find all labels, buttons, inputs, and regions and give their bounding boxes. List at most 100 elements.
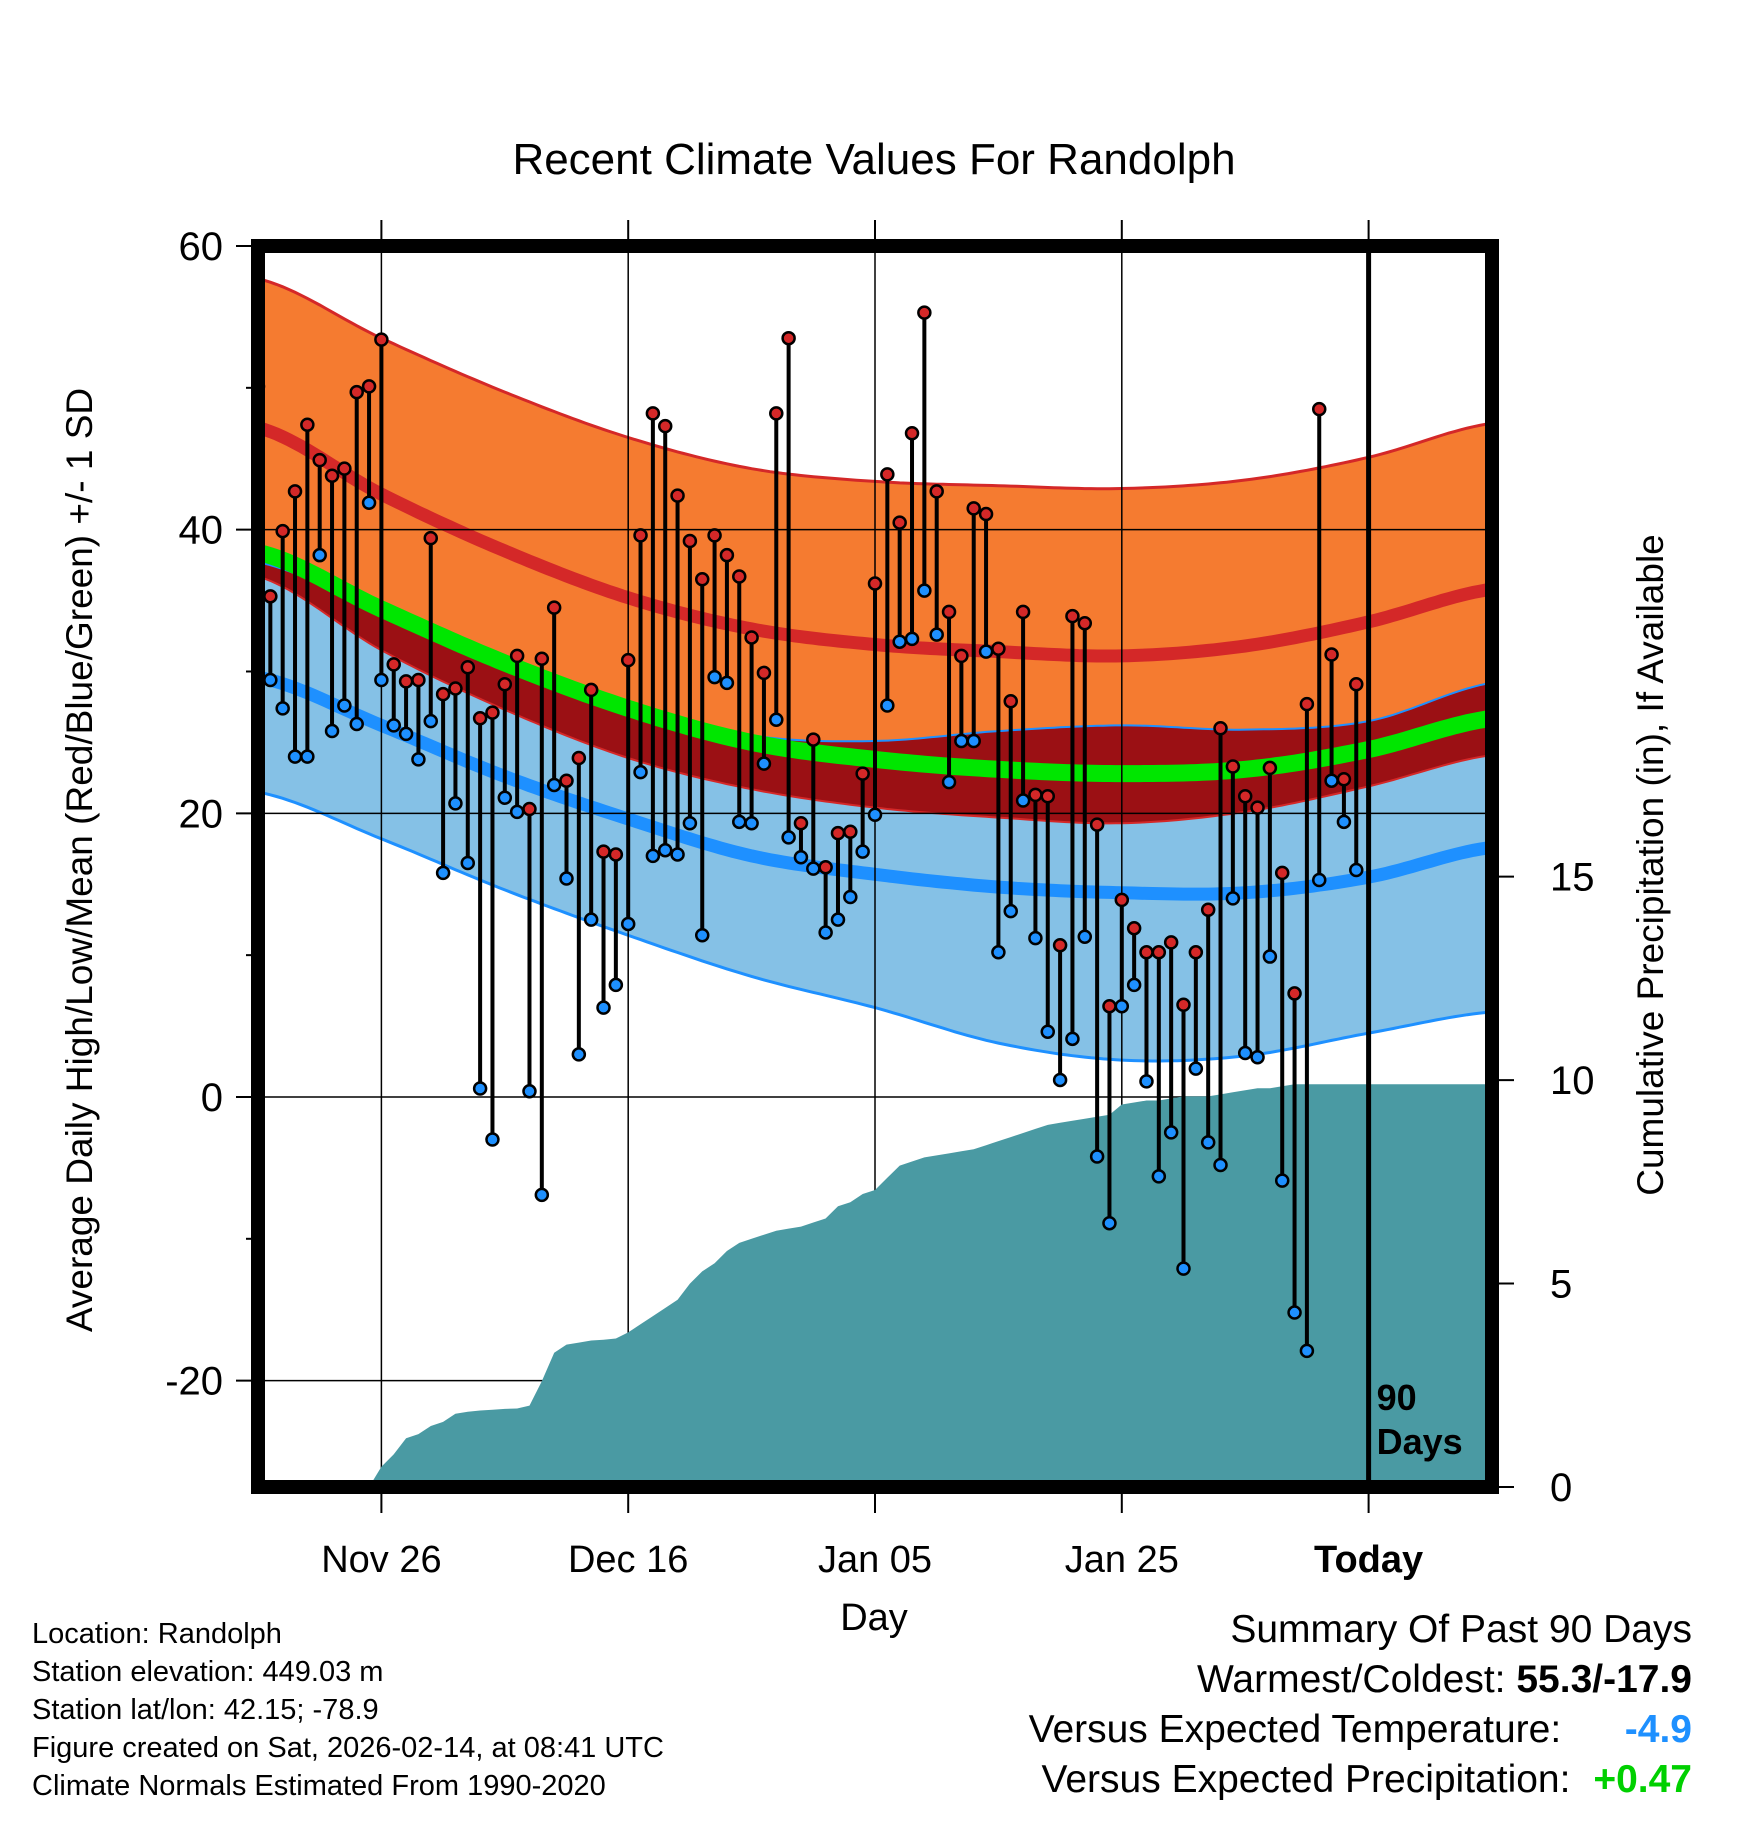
daily-high-point bbox=[707, 528, 722, 543]
temp-label: Versus Expected Temperature: bbox=[1028, 1708, 1562, 1751]
daily-low-point bbox=[670, 847, 685, 862]
daily-high-point bbox=[1102, 998, 1117, 1014]
daily-high-point bbox=[559, 773, 574, 788]
daily-low-point bbox=[657, 842, 673, 858]
daily-low-point bbox=[867, 807, 883, 822]
daily-high-point bbox=[398, 674, 414, 689]
daily-high-point bbox=[781, 330, 796, 346]
x-tick-label: Today bbox=[1314, 1539, 1423, 1581]
daily-low-point bbox=[1114, 998, 1130, 1014]
daily-low-point bbox=[1126, 977, 1142, 993]
daily-high-point bbox=[263, 589, 278, 604]
daily-low-point bbox=[1311, 872, 1327, 888]
daily-low-point bbox=[1200, 1135, 1216, 1150]
daily-high-point bbox=[1151, 945, 1167, 960]
y2-tick-label: 15 bbox=[1550, 856, 1595, 900]
daily-high-point bbox=[756, 665, 772, 681]
daily-high-point bbox=[620, 652, 636, 668]
daily-low-point bbox=[966, 733, 981, 749]
daily-low-point bbox=[312, 547, 327, 563]
daily-high-point bbox=[633, 528, 648, 543]
daily-high-point bbox=[472, 711, 488, 726]
daily-low-point bbox=[1274, 1173, 1290, 1188]
y2-tick-label: 5 bbox=[1550, 1263, 1572, 1307]
daily-low-point bbox=[978, 644, 994, 659]
x-axis-label: Day bbox=[840, 1597, 908, 1639]
daily-low-point bbox=[1163, 1125, 1179, 1140]
daily-high-point bbox=[571, 750, 587, 766]
daily-low-point bbox=[991, 945, 1006, 960]
daily-high-point bbox=[917, 305, 932, 320]
daily-high-point bbox=[596, 844, 611, 859]
daily-high-point bbox=[1040, 789, 1056, 804]
daily-low-point bbox=[830, 912, 846, 927]
daily-low-point bbox=[1151, 1169, 1167, 1184]
daily-high-point bbox=[1213, 720, 1228, 736]
warmest-label: Warmest/Coldest: bbox=[1197, 1658, 1506, 1701]
temp-row: Versus Expected Temperature: -4.9 bbox=[1029, 1705, 1692, 1755]
daily-high-point bbox=[1015, 604, 1031, 620]
daily-low-point bbox=[337, 698, 352, 713]
daily-low-point bbox=[781, 830, 796, 845]
daily-low-point bbox=[324, 723, 340, 739]
daily-low-point bbox=[608, 977, 624, 993]
daily-high-point bbox=[1262, 760, 1278, 776]
daily-high-point bbox=[670, 488, 685, 503]
x-tick-label: Dec 16 bbox=[568, 1539, 688, 1581]
y2-tick-label: 10 bbox=[1550, 1059, 1595, 1103]
daily-low-point bbox=[732, 814, 747, 830]
daily-high-point bbox=[1287, 986, 1302, 1001]
daily-high-point bbox=[1163, 935, 1179, 950]
daily-low-point bbox=[485, 1132, 500, 1147]
daily-high-point bbox=[448, 681, 463, 696]
daily-high-point bbox=[497, 677, 513, 692]
daily-high-point bbox=[719, 547, 735, 563]
daily-high-point bbox=[423, 530, 439, 546]
y2-axis-label: Cumulative Precipitation (in), If Availa… bbox=[1630, 534, 1671, 1196]
summary-panel: Summary Of Past 90 Days Warmest/Coldest:… bbox=[1029, 1605, 1692, 1805]
daily-low-point bbox=[583, 912, 599, 927]
daily-low-point bbox=[1089, 1149, 1105, 1164]
daily-high-point bbox=[411, 672, 426, 688]
daily-high-point bbox=[1311, 401, 1327, 417]
daily-low-point bbox=[1299, 1343, 1315, 1359]
summary-heading: Summary Of Past 90 Days bbox=[1230, 1608, 1692, 1651]
warmest-value: 55.3/-17.9 bbox=[1516, 1658, 1692, 1701]
daily-low-point bbox=[855, 844, 870, 859]
daily-high-point bbox=[843, 824, 858, 840]
daily-high-point bbox=[386, 657, 401, 672]
daily-low-point bbox=[1349, 862, 1364, 878]
y-tick-label: 40 bbox=[179, 509, 224, 553]
precip-label: Versus Expected Precipitation: bbox=[1041, 1758, 1571, 1801]
daily-high-point bbox=[1077, 616, 1093, 631]
daily-high-point bbox=[892, 515, 907, 530]
daily-low-point bbox=[546, 777, 562, 793]
temp-value: -4.9 bbox=[1624, 1708, 1692, 1751]
daily-high-point bbox=[324, 468, 340, 484]
daily-high-point bbox=[1028, 787, 1043, 803]
daily-high-point bbox=[1139, 945, 1154, 960]
daily-low-point bbox=[435, 865, 451, 881]
daily-low-point bbox=[694, 928, 710, 943]
daily-low-point bbox=[423, 713, 439, 729]
daily-high-point bbox=[1200, 902, 1216, 918]
daily-low-point bbox=[571, 1047, 587, 1062]
daily-high-point bbox=[534, 651, 550, 666]
daily-high-point bbox=[941, 604, 957, 620]
daily-high-point bbox=[1003, 694, 1018, 709]
daily-high-point bbox=[1052, 937, 1068, 953]
daily-low-point bbox=[509, 804, 525, 820]
daily-low-point bbox=[1225, 891, 1241, 906]
daily-high-point bbox=[608, 847, 624, 862]
daily-low-point bbox=[917, 583, 932, 598]
daily-low-point bbox=[633, 764, 648, 780]
daily-high-point bbox=[300, 417, 315, 432]
daily-low-point bbox=[534, 1187, 550, 1203]
daily-low-point bbox=[1015, 793, 1031, 808]
daily-high-point bbox=[1176, 997, 1191, 1013]
daily-low-point bbox=[1324, 773, 1339, 788]
daily-high-point bbox=[1349, 677, 1364, 692]
x-tick-label: Jan 05 bbox=[818, 1539, 932, 1581]
daily-high-point bbox=[583, 682, 599, 698]
daily-low-point bbox=[1028, 930, 1043, 946]
